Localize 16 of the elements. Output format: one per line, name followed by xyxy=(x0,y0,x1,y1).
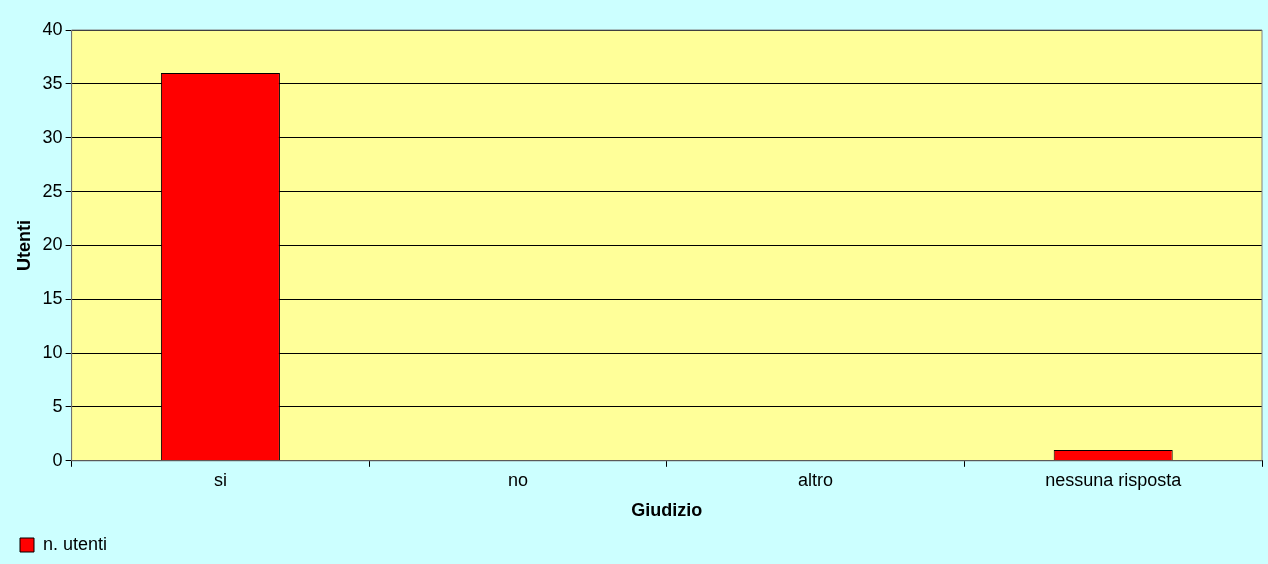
x-tick-label: nessuna risposta xyxy=(1045,469,1183,490)
x-tick-label: si xyxy=(213,469,227,490)
y-tick-label: 15 xyxy=(42,288,63,309)
y-tick-label: 35 xyxy=(42,72,63,93)
y-tick-label: 20 xyxy=(42,234,63,255)
x-axis-title: Giudizio xyxy=(631,500,703,521)
y-tick-label: 40 xyxy=(42,18,63,39)
y-tick-label: 10 xyxy=(42,342,63,363)
legend-label: n. utenti xyxy=(43,533,108,554)
y-tick-label: 30 xyxy=(42,126,63,147)
x-tick-label: no xyxy=(508,469,529,490)
y-tick-label: 0 xyxy=(52,449,63,470)
y-axis-title: Utenti xyxy=(13,219,34,271)
y-tick-label: 5 xyxy=(52,395,63,416)
x-tick-label: altro xyxy=(798,469,834,490)
y-tick-label: 25 xyxy=(42,180,63,201)
